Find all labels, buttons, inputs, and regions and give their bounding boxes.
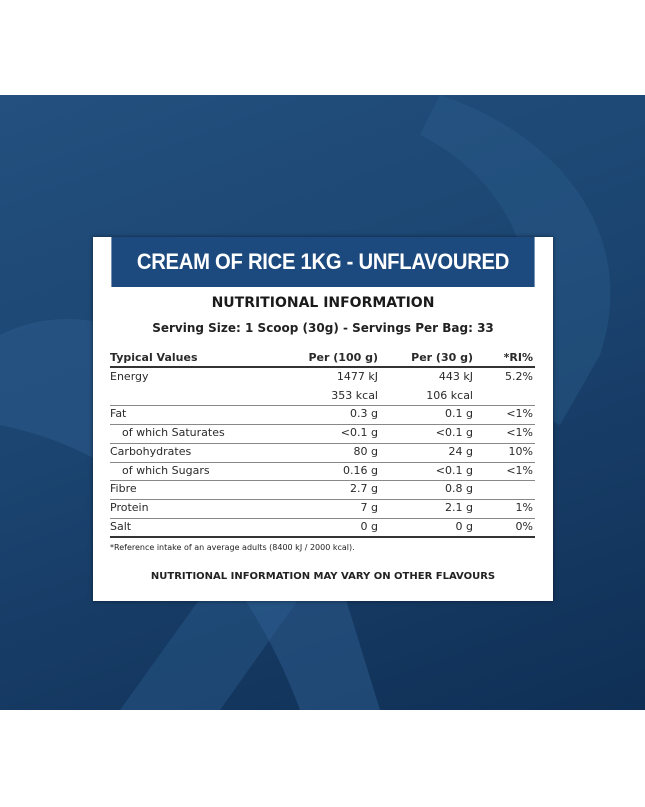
cell-value: 2.1 g — [445, 500, 473, 514]
shape — [420, 95, 611, 425]
row-label: Fat — [110, 407, 127, 421]
row-label: Protein — [110, 500, 149, 514]
cell-value: 1% — [515, 500, 533, 514]
cell-value: <0.1 g — [435, 426, 473, 440]
row-divider — [110, 366, 535, 368]
note: NUTRITIONAL INFORMATION MAY VARY ON OTHE… — [150, 571, 496, 582]
cell-value: 2.7 g — [350, 482, 378, 496]
row-divider — [110, 517, 535, 519]
cell-value: <1% — [506, 407, 533, 421]
row-divider — [110, 536, 535, 539]
cell-value: 0.1 g — [445, 407, 473, 421]
column-header: Per (100 g) — [308, 351, 379, 364]
cell-value: 0.16 g — [343, 463, 378, 477]
subtitle: NUTRITIONAL INFORMATION — [211, 295, 435, 311]
row-label: of which Sugars — [122, 463, 210, 477]
row-label: Fibre — [110, 482, 137, 496]
cell-value: 24 g — [448, 444, 473, 458]
cell-value: 0 g — [360, 519, 378, 533]
serving-info: Serving Size: 1 Scoop (30g) - Servings P… — [152, 321, 494, 335]
row-divider — [110, 424, 535, 426]
cell-value: 353 kcal — [331, 388, 378, 402]
row-label: Salt — [110, 519, 132, 533]
cell-value: <0.1 g — [340, 426, 378, 440]
row-label: of which Saturates — [122, 426, 225, 440]
cell-value: 0 g — [455, 519, 473, 533]
cell-value: 5.2% — [505, 370, 533, 383]
cell-value: 7 g — [360, 500, 378, 514]
cell-value: 80 g — [353, 444, 378, 458]
cell-value: 0.3 g — [350, 407, 378, 421]
column-header: Per (30 g) — [411, 351, 473, 364]
footnote: *Reference intake of an average adults (… — [110, 543, 355, 552]
cell-value: 443 kJ — [438, 370, 473, 383]
cell-value: <1% — [506, 426, 533, 440]
cell-value: 0% — [515, 519, 533, 533]
row-label: Energy — [110, 370, 149, 383]
cell-value: <1% — [506, 463, 533, 477]
row-divider — [110, 461, 535, 463]
row-divider — [110, 405, 535, 407]
row-divider — [110, 480, 535, 482]
nutrition-card: CREAM OF RICE 1KG - UNFLAVOURED NUTRITIO… — [93, 237, 553, 601]
column-header: Typical Values — [110, 351, 198, 364]
row-label: Carbohydrates — [110, 444, 192, 458]
cell-value: 10% — [508, 444, 533, 458]
cell-value: 106 kcal — [426, 388, 473, 402]
cell-value: 1477 kJ — [336, 370, 378, 383]
column-header: *RI% — [503, 351, 533, 364]
cell-value: 0.8 g — [445, 482, 473, 496]
cell-value: <0.1 g — [435, 463, 473, 477]
card-title: CREAM OF RICE 1KG - UNFLAVOURED — [111, 237, 535, 287]
row-divider — [110, 442, 535, 444]
row-divider — [110, 498, 535, 500]
